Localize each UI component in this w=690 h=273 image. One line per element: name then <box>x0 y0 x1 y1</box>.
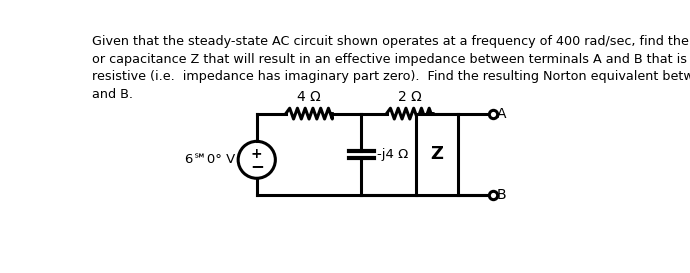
Bar <box>415 114 458 195</box>
Text: 2 Ω: 2 Ω <box>398 90 422 103</box>
Text: 6℠0° V: 6℠0° V <box>185 153 235 166</box>
Text: -j4 Ω: -j4 Ω <box>377 148 408 161</box>
Text: Given that the steady-state AC circuit shown operates at a frequency of 400 rad/: Given that the steady-state AC circuit s… <box>92 35 690 100</box>
Text: −: − <box>250 157 264 175</box>
Text: 4 Ω: 4 Ω <box>297 90 321 103</box>
Text: B: B <box>497 188 506 202</box>
Text: A: A <box>497 107 506 121</box>
Text: Z: Z <box>431 146 444 164</box>
Text: +: + <box>251 147 263 161</box>
